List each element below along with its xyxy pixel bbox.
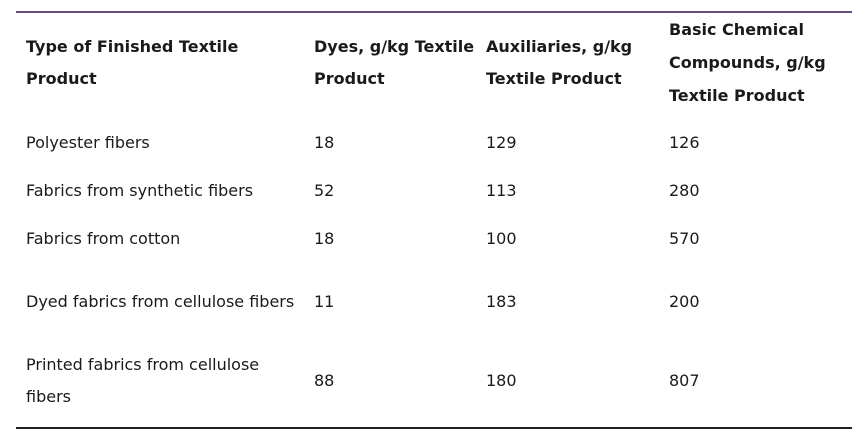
cell-auxiliaries: 183 [486, 291, 517, 311]
table-row: Fabrics from synthetic fibers 52 113 280 [16, 174, 852, 207]
table-row: Dyed fabrics from cellulose fibers 11 18… [16, 270, 852, 333]
cell-basic-chemicals: 570 [669, 228, 700, 248]
cell-dyes: 11 [314, 291, 335, 311]
table-header-row: Type of Finished Textile Product Dyes, g… [16, 13, 852, 112]
table-row: Fabrics from cotton 18 100 570 [16, 207, 852, 270]
cell-basic-chemicals: 280 [669, 180, 700, 200]
cell-dyes: 88 [314, 370, 335, 390]
cell-product-type: Polyester fibers [26, 133, 150, 152]
cell-auxiliaries: 180 [486, 370, 517, 390]
cell-product-type: Printed fabrics from cellulose fibers [26, 354, 260, 406]
header-auxiliaries: Auxiliaries, g/kg Textile Product [486, 36, 633, 88]
cell-auxiliaries: 100 [486, 228, 517, 248]
cell-auxiliaries: 129 [486, 133, 517, 152]
header-product-type: Type of Finished Textile Product [26, 36, 239, 88]
cell-auxiliaries: 113 [486, 180, 517, 200]
header-dyes: Dyes, g/kg Textile Product [314, 36, 475, 88]
cell-dyes: 18 [314, 133, 335, 152]
cell-basic-chemicals: 807 [669, 370, 700, 390]
table-top-rule [16, 11, 852, 13]
table-row: Printed fabrics from cellulose fibers 88… [16, 333, 852, 428]
table-bottom-rule [16, 427, 852, 429]
cell-basic-chemicals: 126 [669, 133, 700, 152]
cell-product-type: Fabrics from cotton [26, 228, 181, 248]
cell-product-type: Fabrics from synthetic fibers [26, 180, 254, 200]
cell-dyes: 52 [314, 180, 335, 200]
header-basic-chemicals: Basic Chemical Compounds, g/kg Textile P… [669, 20, 826, 105]
table-row: Polyester fibers 18 129 126 [16, 112, 852, 174]
cell-product-type: Dyed fabrics from cellulose fibers [26, 291, 295, 311]
cell-dyes: 18 [314, 228, 335, 248]
textile-chemicals-table: Type of Finished Textile Product Dyes, g… [16, 13, 852, 428]
cell-basic-chemicals: 200 [669, 291, 700, 311]
